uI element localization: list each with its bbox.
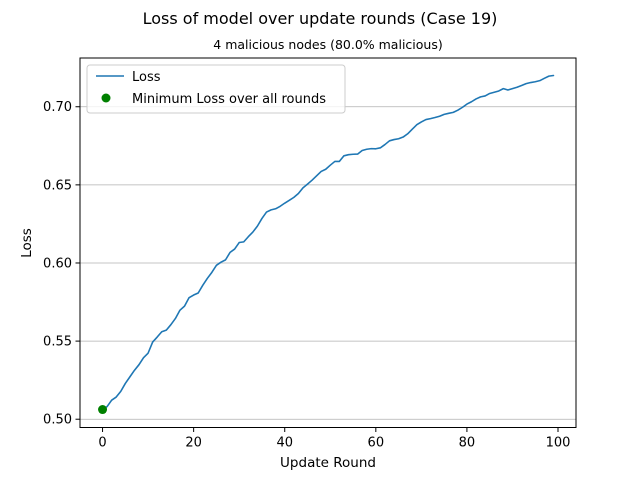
x-tick-label: 60 <box>368 436 385 451</box>
x-tick-label: 80 <box>459 436 476 451</box>
legend-marker-swatch <box>101 93 111 103</box>
x-axis-ticks: 0 20 40 60 80 100 <box>98 427 571 451</box>
x-tick-label: 0 <box>98 436 106 451</box>
marker-layer <box>98 405 108 415</box>
y-tick-label: 0.55 <box>43 335 72 350</box>
y-tick-label: 0.65 <box>43 178 72 193</box>
series-layer <box>101 74 555 411</box>
x-tick-label: 20 <box>185 436 202 451</box>
y-tick-label: 0.60 <box>43 256 72 271</box>
legend-frame <box>86 64 346 114</box>
y-axis-label: Loss <box>19 228 35 258</box>
legend-label-minimum: Minimum Loss over all rounds <box>132 92 326 107</box>
x-tick-label: 100 <box>546 436 571 451</box>
minimum-loss-point <box>98 405 108 415</box>
plot-area-frame <box>79 57 577 428</box>
y-gridlines <box>80 106 576 420</box>
y-tick-label: 0.50 <box>43 413 72 428</box>
y-axis-ticks: 0.50 0.55 0.60 0.65 0.70 <box>43 100 80 428</box>
loss-series-line <box>101 74 555 411</box>
x-tick-label: 40 <box>276 436 293 451</box>
legend-label-loss: Loss <box>132 70 161 85</box>
y-tick-label: 0.70 <box>43 100 72 115</box>
legend: Loss Minimum Loss over all rounds <box>86 64 346 114</box>
x-axis-label: Update Round <box>280 455 376 471</box>
chart-subtitle: 4 malicious nodes (80.0% malicious) <box>213 37 442 52</box>
chart-title: Loss of model over update rounds (Case 1… <box>143 9 498 28</box>
